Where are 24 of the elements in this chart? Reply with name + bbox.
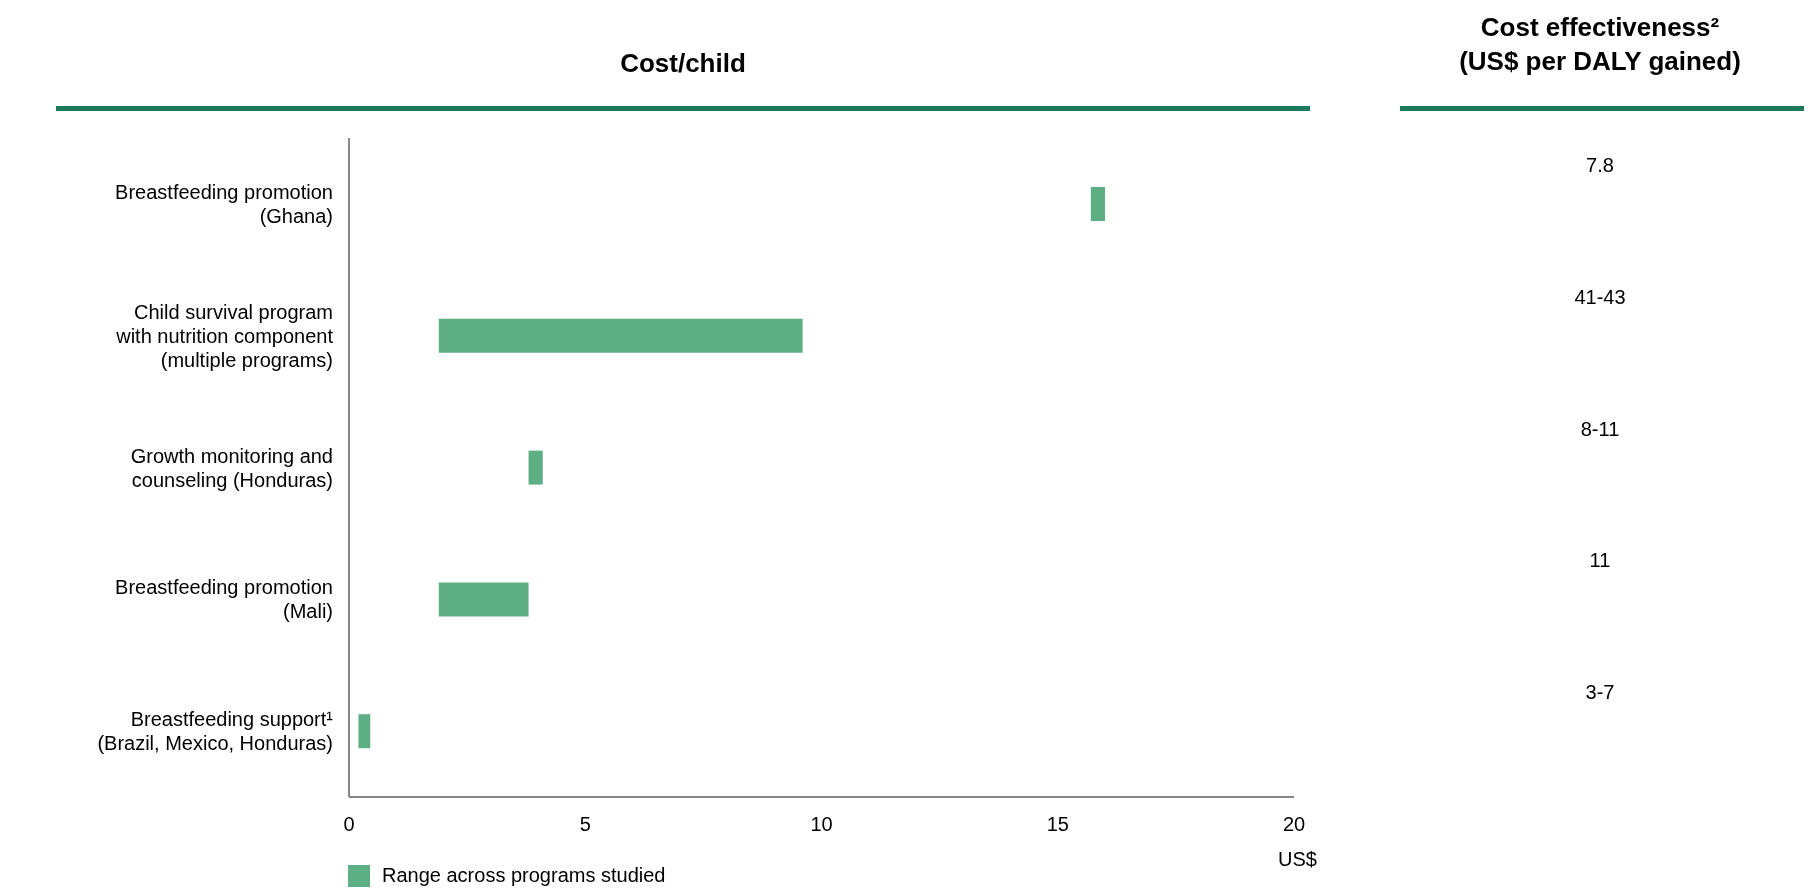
x-tick-label: 20 bbox=[1282, 813, 1306, 836]
text: 3-7 bbox=[1584, 681, 1616, 705]
bar bbox=[358, 714, 371, 749]
y-tick-label: Breastfeeding promotion (Mali) bbox=[115, 576, 333, 623]
legend-label: Range across programs studied bbox=[381, 864, 666, 887]
x-tick-label: 0 bbox=[343, 813, 355, 836]
bar bbox=[438, 582, 529, 617]
text: 7.8 bbox=[1585, 153, 1615, 177]
y-tick-label: Growth monitoring and counseling (Honduras) bbox=[130, 444, 333, 491]
x-axis-title: US$ bbox=[1278, 848, 1317, 871]
y-tick-label: Breastfeeding promotion (Ghana) bbox=[115, 180, 333, 227]
text: Cost effectiveness² (US$ per DALY gained) bbox=[1458, 11, 1742, 78]
x-tick-label: 5 bbox=[579, 813, 591, 836]
chart-title: Cost/child bbox=[619, 48, 747, 79]
text: 41-43 bbox=[1573, 285, 1627, 309]
x-tick-label: 15 bbox=[1046, 813, 1069, 836]
text: 8-11 bbox=[1579, 417, 1621, 441]
bar bbox=[1090, 187, 1105, 221]
y-tick-label: Breastfeeding support¹ (Brazil, Mexico, Honduras) bbox=[97, 708, 334, 755]
x-tick-label: 10 bbox=[810, 813, 833, 836]
bar bbox=[438, 318, 803, 353]
text: 11 bbox=[1588, 549, 1612, 573]
y-tick-label: Child survival program with nutrition component (multiple programs) bbox=[115, 300, 334, 371]
bar bbox=[528, 450, 543, 485]
